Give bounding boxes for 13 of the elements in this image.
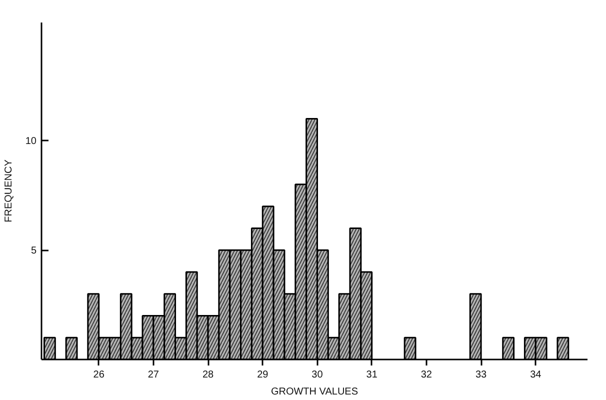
x-tick-label: 28: [202, 370, 214, 380]
y-axis-title: FREQUENCY: [3, 159, 14, 222]
x-tick-label: 34: [530, 370, 542, 380]
x-tick-label: 30: [312, 370, 324, 380]
y-tick-label: 10: [25, 136, 37, 148]
x-axis-title: GROWTH VALUES: [270, 386, 358, 398]
y-tick-label: 5: [30, 246, 37, 257]
x-tick-label: 29: [257, 370, 269, 380]
x-tick-label: 26: [93, 370, 105, 380]
x-tick-label: 33: [475, 370, 488, 380]
x-tick-label: 32: [420, 370, 432, 380]
x-tick-label: 31: [366, 370, 378, 380]
x-tick-label: 27: [148, 370, 160, 380]
